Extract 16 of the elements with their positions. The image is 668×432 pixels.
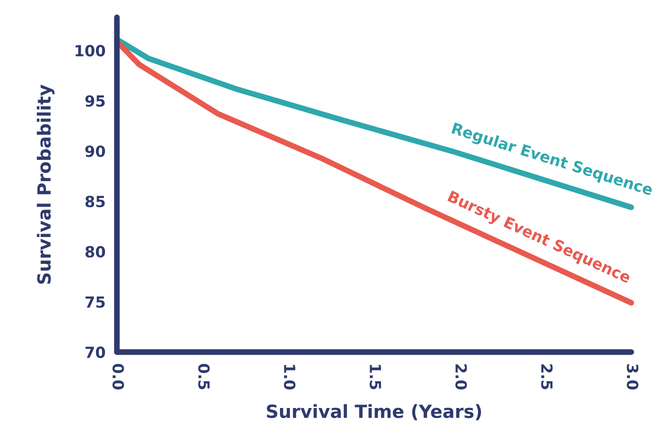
x-tick-label: 1.5 [370, 364, 382, 390]
x-tick-label: 2.5 [541, 364, 553, 390]
y-tick-label: 80 [85, 246, 106, 258]
x-tick-label: 2.0 [455, 364, 467, 390]
y-tick-label: 70 [86, 346, 106, 358]
x-tick-label: 1.0 [284, 364, 296, 390]
x-tick-label: 0.5 [198, 364, 210, 390]
x-tick-label: 3.0 [626, 364, 638, 390]
x-tick-label: 0.0 [112, 364, 124, 390]
x-axis-title: Survival Time (Years) [266, 404, 482, 420]
y-tick-label: 85 [85, 196, 105, 208]
y-tick-label: 75 [86, 296, 105, 308]
y-tick-label: 95 [85, 95, 105, 107]
y-tick-label: 90 [85, 145, 106, 158]
y-axis-title: Survival Probability [36, 84, 54, 284]
y-tick-label: 100 [76, 44, 106, 56]
